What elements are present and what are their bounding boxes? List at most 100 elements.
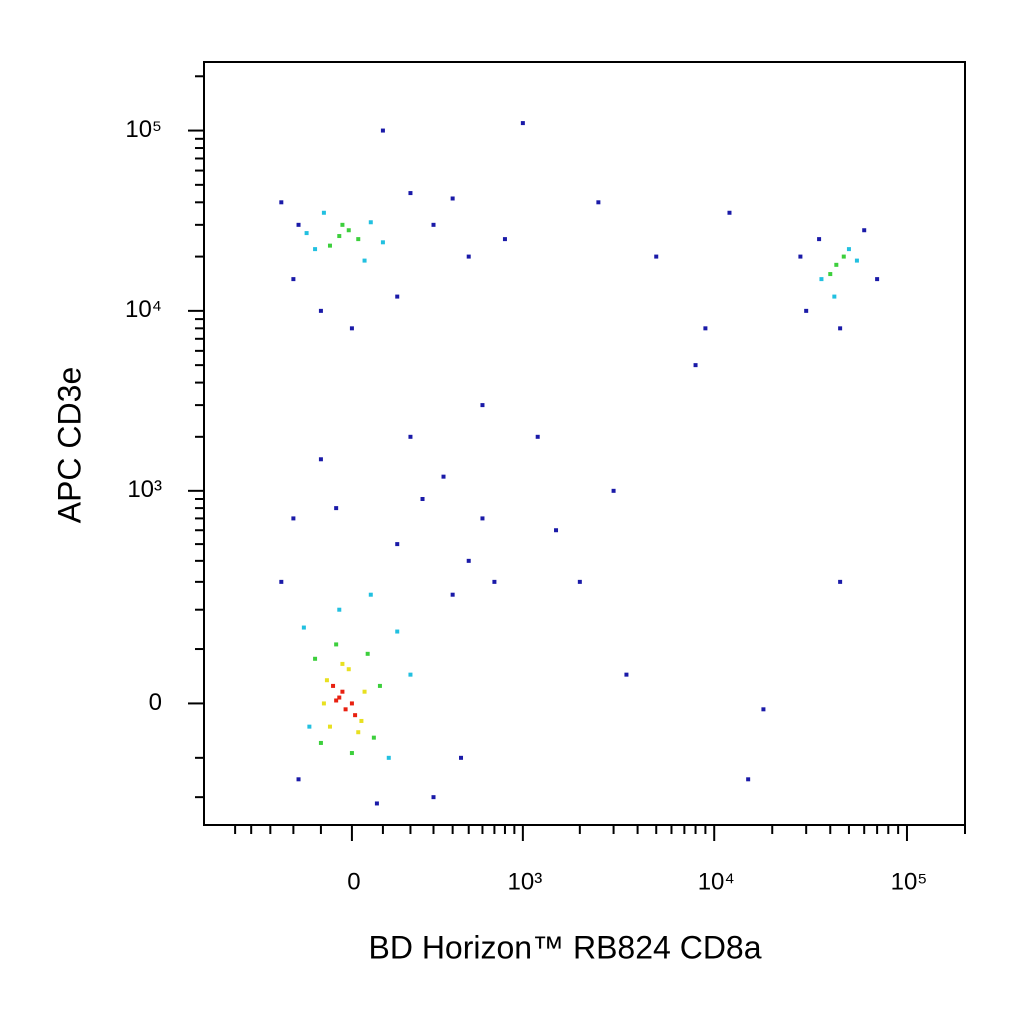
point: [846, 247, 851, 252]
point: [380, 128, 385, 133]
point: [324, 678, 329, 683]
point: [408, 434, 413, 439]
point: [362, 689, 367, 694]
point: [875, 277, 880, 282]
point: [353, 713, 358, 718]
point: [838, 326, 843, 331]
point: [349, 326, 354, 331]
point: [334, 642, 339, 647]
point: [343, 707, 348, 712]
x-tick-label: 0: [347, 868, 360, 895]
point: [459, 755, 464, 760]
point: [395, 294, 400, 299]
point: [334, 506, 339, 511]
point: [279, 200, 284, 205]
point: [318, 740, 323, 745]
point: [727, 210, 732, 215]
point: [480, 403, 485, 408]
point: [466, 558, 471, 563]
point: [480, 516, 485, 521]
point: [337, 234, 342, 239]
point: [431, 795, 436, 800]
point: [337, 695, 342, 700]
point: [359, 718, 364, 723]
point: [834, 262, 839, 267]
point: [611, 488, 616, 493]
point: [374, 801, 379, 806]
plot-frame: [203, 61, 966, 826]
point: [492, 579, 497, 584]
point: [296, 222, 301, 227]
point: [307, 724, 312, 729]
point: [346, 228, 351, 233]
point: [596, 200, 601, 205]
point: [318, 457, 323, 462]
point: [340, 222, 345, 227]
point: [841, 254, 846, 259]
point: [832, 294, 837, 299]
point: [819, 277, 824, 282]
point: [349, 751, 354, 756]
point: [365, 651, 370, 656]
point: [291, 277, 296, 282]
point: [279, 579, 284, 584]
point: [362, 258, 367, 263]
point: [327, 724, 332, 729]
point: [624, 672, 629, 677]
point: [395, 542, 400, 547]
y-axis-label: APC CD3e: [51, 367, 87, 524]
point: [313, 656, 318, 661]
point: [321, 210, 326, 215]
point: [337, 607, 342, 612]
x-axis-label: BD Horizon™ RB824 CD8a: [368, 929, 761, 965]
point: [386, 755, 391, 760]
point: [321, 701, 326, 706]
point: [340, 661, 345, 666]
point: [703, 326, 708, 331]
point: [761, 707, 766, 712]
point: [368, 220, 373, 225]
x-tick-label: 10⁵: [891, 868, 928, 895]
point: [395, 629, 400, 634]
point: [466, 254, 471, 259]
point: [304, 231, 309, 236]
x-tick-label: 10³: [508, 868, 543, 895]
point: [327, 243, 332, 248]
point: [313, 247, 318, 252]
point: [377, 683, 382, 688]
point: [441, 474, 446, 479]
point: [408, 191, 413, 196]
point: [554, 528, 559, 533]
point: [291, 516, 296, 521]
y-tick-label: 10³: [127, 476, 162, 503]
point: [420, 497, 425, 502]
point: [450, 196, 455, 201]
point: [331, 683, 336, 688]
point: [296, 777, 301, 782]
point: [746, 777, 751, 782]
point: [340, 689, 345, 694]
point: [838, 579, 843, 584]
point: [862, 228, 867, 233]
point: [817, 237, 822, 242]
point: [371, 735, 376, 740]
point: [349, 701, 354, 706]
point: [431, 222, 436, 227]
point: [380, 240, 385, 245]
point: [828, 272, 833, 277]
point: [798, 254, 803, 259]
y-tick-label: 0: [149, 689, 162, 716]
point: [301, 625, 306, 630]
point: [334, 698, 339, 703]
point: [408, 672, 413, 677]
point: [854, 258, 859, 263]
point: [654, 254, 659, 259]
point: [502, 237, 507, 242]
point: [450, 592, 455, 597]
point: [368, 592, 373, 597]
point: [520, 121, 525, 126]
point: [356, 730, 361, 735]
point: [804, 308, 809, 313]
y-tick-label: 10⁴: [125, 296, 162, 323]
point: [318, 308, 323, 313]
